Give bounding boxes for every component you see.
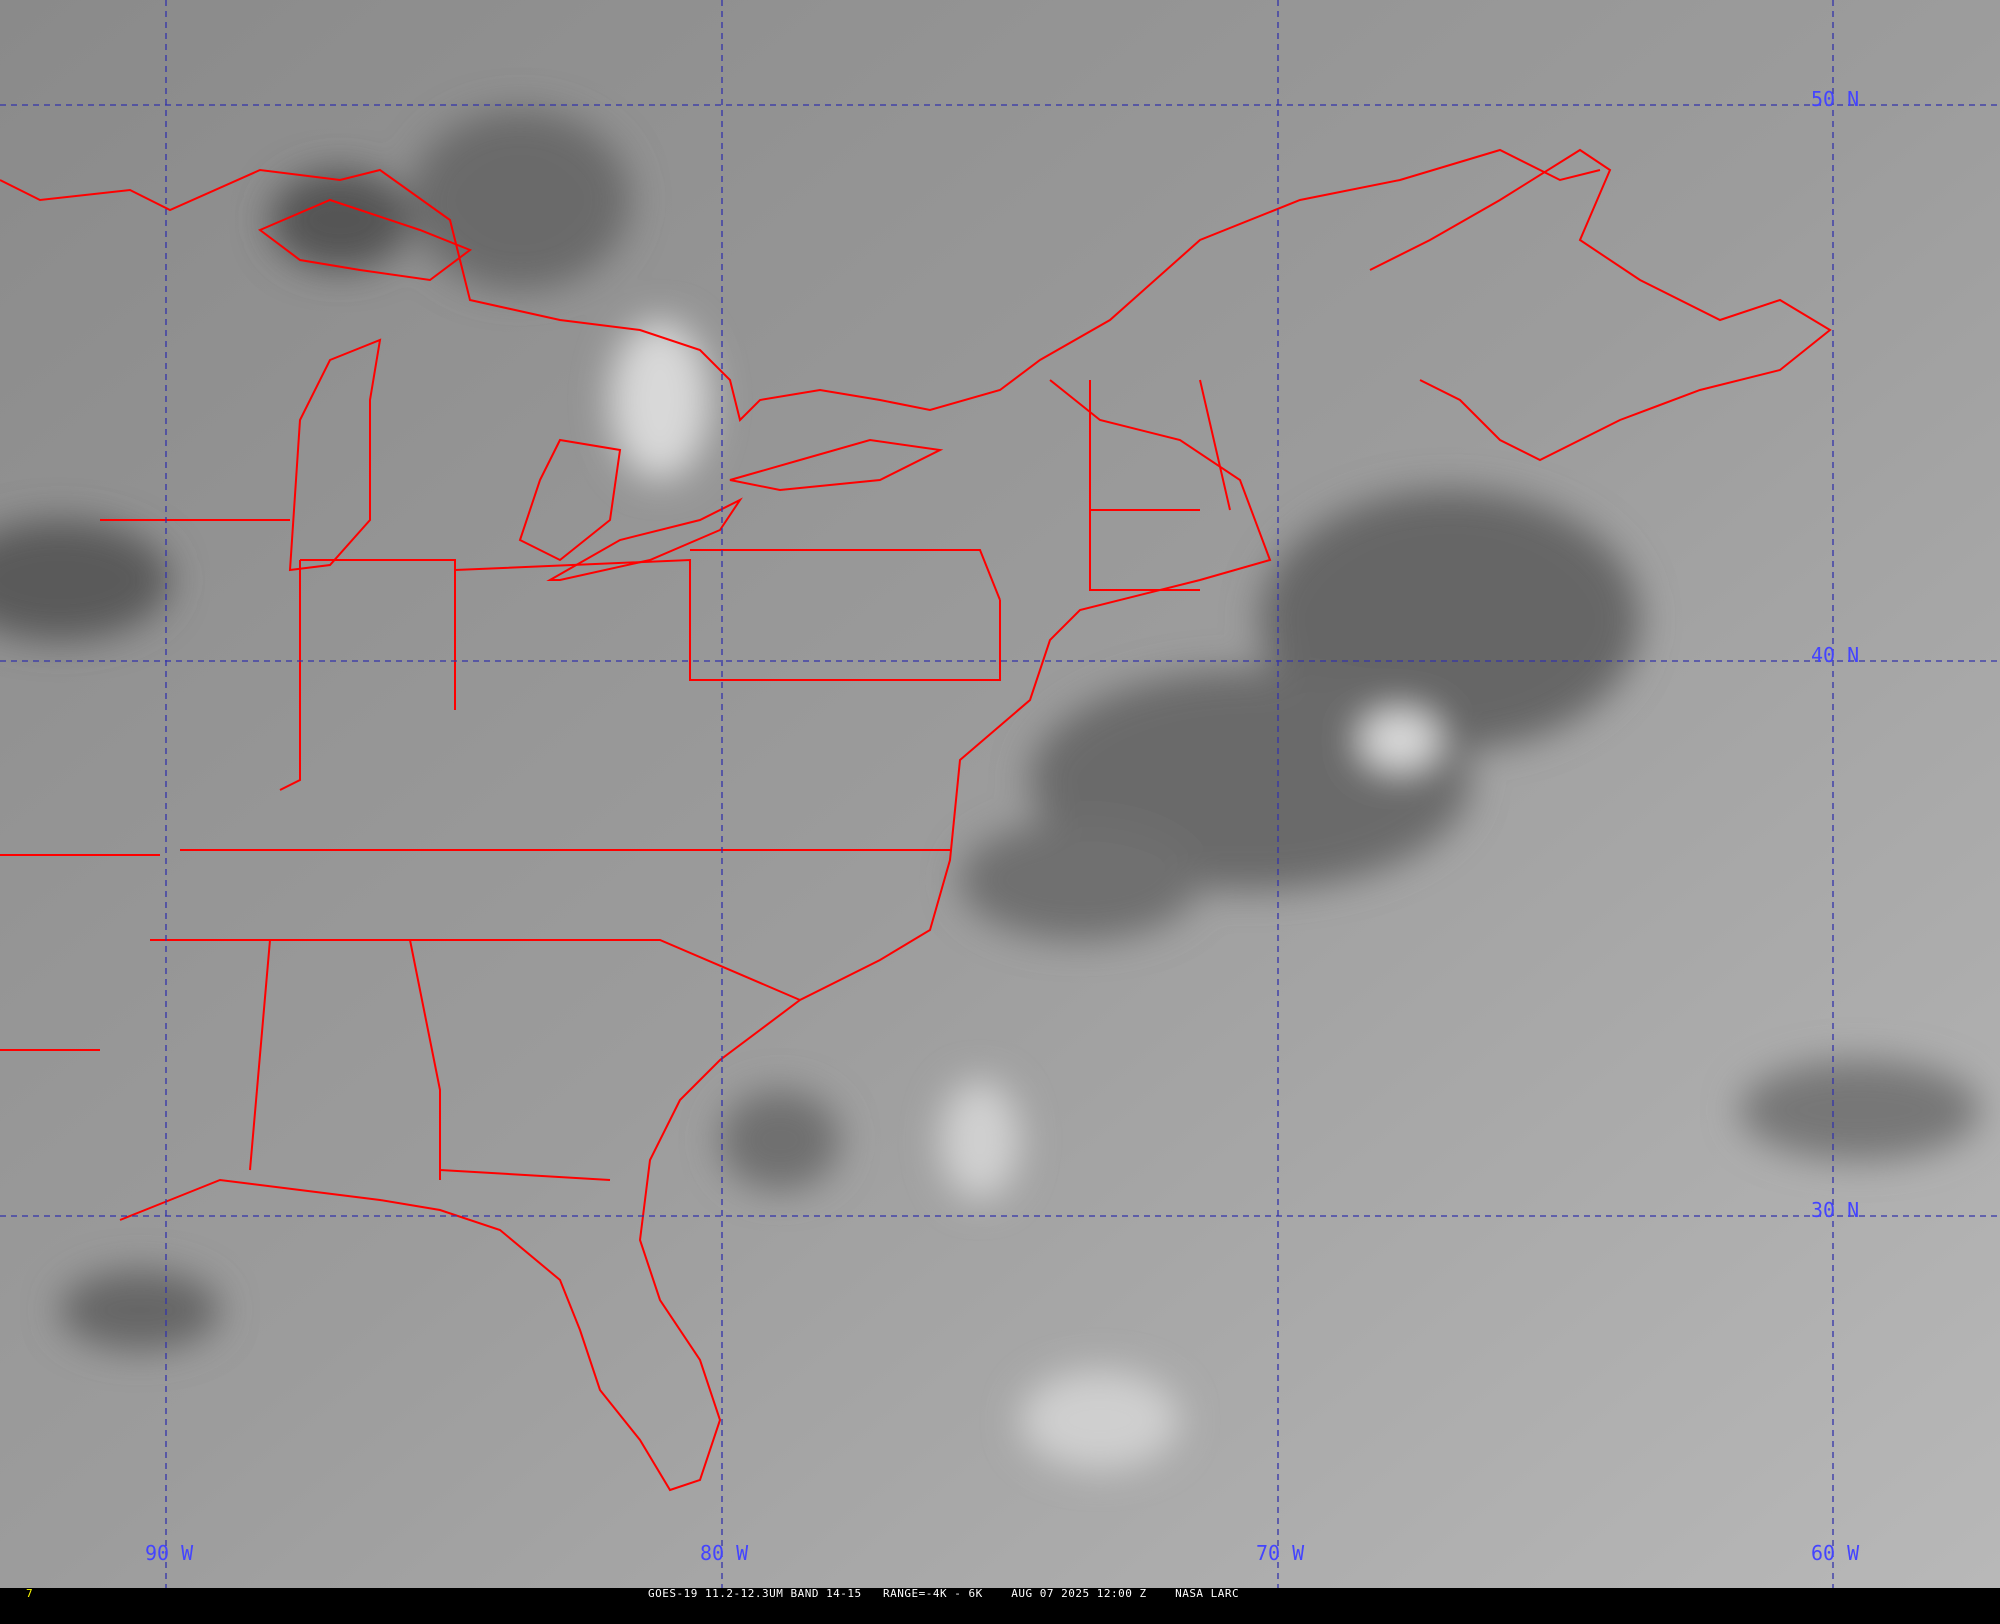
frame-number: 7 bbox=[26, 1587, 33, 1600]
political-boundaries bbox=[0, 148, 1832, 1492]
cloud-features bbox=[0, 110, 1980, 1470]
satellite-image: 90 W 80 W 70 W 60 W 50 N 40 N 30 N bbox=[0, 0, 2000, 1588]
great-lakes bbox=[258, 198, 944, 581]
lat-label-30n: 30 N bbox=[1811, 1198, 1859, 1222]
caption-bar: 7 GOES-19 11.2-12.3UM BAND 14-15 RANGE=-… bbox=[0, 1588, 2000, 1600]
state-borders bbox=[0, 379, 1231, 1181]
lon-label-60w: 60 W bbox=[1811, 1541, 1860, 1565]
canada-maritimes bbox=[1369, 148, 1832, 462]
lon-label-80w: 80 W bbox=[700, 1541, 749, 1565]
lon-label-70w: 70 W bbox=[1256, 1541, 1305, 1565]
lat-lon-grid bbox=[0, 0, 2000, 1588]
east-coast bbox=[119, 379, 1272, 1492]
grid-labels: 90 W 80 W 70 W 60 W 50 N 40 N 30 N bbox=[145, 87, 1860, 1565]
lat-label-40n: 40 N bbox=[1811, 643, 1859, 667]
us-canada-border bbox=[0, 148, 1601, 422]
caption-text: GOES-19 11.2-12.3UM BAND 14-15 RANGE=-4K… bbox=[648, 1587, 1240, 1600]
lon-label-90w: 90 W bbox=[145, 1541, 194, 1565]
lat-label-50n: 50 N bbox=[1811, 87, 1859, 111]
